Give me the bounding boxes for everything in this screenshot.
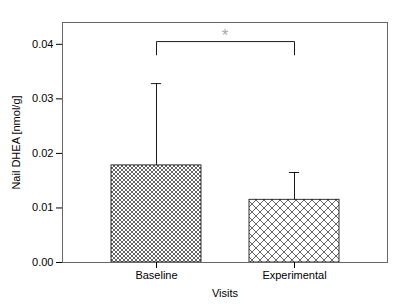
svg-text:0.00: 0.00 bbox=[32, 256, 53, 268]
svg-text:Baseline: Baseline bbox=[135, 269, 177, 281]
svg-text:0.03: 0.03 bbox=[32, 92, 53, 104]
svg-text:Nail DHEA [nmol/g]: Nail DHEA [nmol/g] bbox=[10, 95, 22, 189]
svg-text:0.02: 0.02 bbox=[32, 147, 53, 159]
svg-text:0.01: 0.01 bbox=[32, 201, 53, 213]
svg-text:Experimental: Experimental bbox=[262, 269, 326, 281]
svg-text:*: * bbox=[222, 26, 229, 45]
svg-text:Visits: Visits bbox=[212, 287, 239, 299]
svg-text:0.04: 0.04 bbox=[32, 38, 53, 50]
